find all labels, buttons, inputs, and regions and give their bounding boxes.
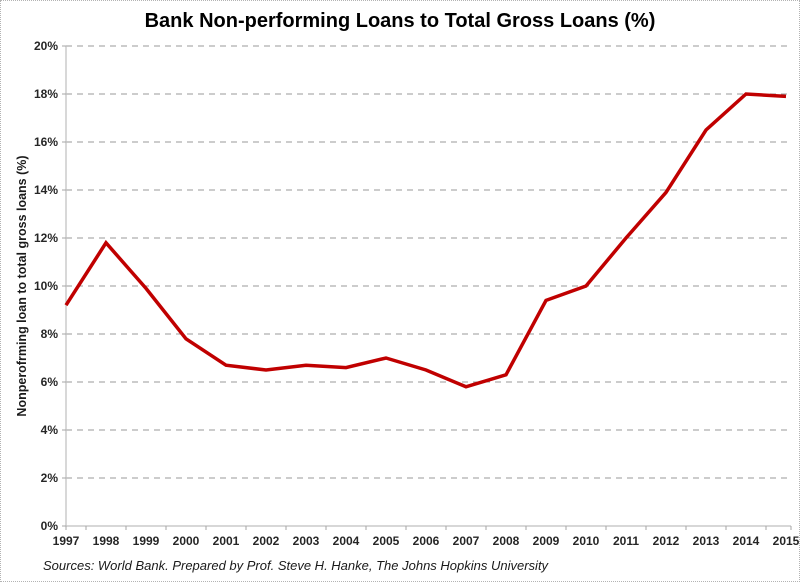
y-axis-tick-label: 20% [34,39,58,53]
y-axis-tick-label: 6% [41,375,59,389]
x-axis-tick-label: 2003 [293,534,320,548]
y-axis-tick-label: 2% [41,471,59,485]
y-axis-tick-label: 4% [41,423,59,437]
x-axis-tick-label: 2000 [173,534,200,548]
y-axis-tick-label: 14% [34,183,58,197]
x-axis-tick-label: 2008 [493,534,520,548]
y-axis-tick-label: 8% [41,327,59,341]
x-axis-tick-label: 1998 [93,534,120,548]
y-axis-tick-label: 12% [34,231,58,245]
x-axis-tick-label: 2011 [613,534,639,548]
chart-title: Bank Non-performing Loans to Total Gross… [144,10,656,32]
x-axis-tick-label: 2014 [733,534,760,548]
x-axis-tick-label: 1999 [133,534,160,548]
x-axis-tick-label: 2012 [653,534,680,548]
x-axis-tick-label: 2009 [533,534,560,548]
y-axis-tick-label: 18% [34,87,58,101]
y-axis-tick-label: 10% [34,279,58,293]
y-axis-tick-label: 0% [41,519,59,533]
x-axis-tick-label: 2007 [453,534,480,548]
x-axis-tick-label: 2004 [333,534,360,548]
x-axis-tick-label: 2010 [573,534,600,548]
x-axis-tick-label: 2006 [413,534,440,548]
x-axis-tick-label: 2005 [373,534,400,548]
y-axis-tick-label: 16% [34,135,58,149]
source-note: Sources: World Bank. Prepared by Prof. S… [43,558,549,573]
x-axis-tick-label: 2013 [693,534,720,548]
x-axis-tick-label: 2002 [253,534,280,548]
x-axis-tick-label: 2001 [213,534,240,548]
data-line-series [64,92,787,389]
x-axis-tick-label: 2015 [773,534,800,548]
x-axis-tick-label: 1997 [53,534,80,548]
